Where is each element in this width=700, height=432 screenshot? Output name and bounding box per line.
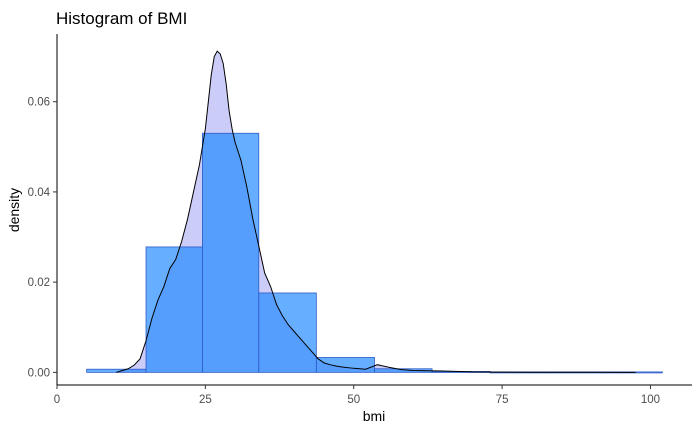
x-tick-label: 75 (496, 394, 509, 406)
y-axis-ticks: 0.00 0.02 0.04 0.06 (28, 97, 57, 379)
y-tick-label: 0.06 (28, 97, 50, 109)
y-tick-label: 0.04 (28, 187, 51, 199)
y-tick-label: 0.02 (28, 277, 50, 289)
chart-title: Histogram of BMI (56, 9, 187, 28)
x-tick-label: 0 (54, 394, 60, 406)
plot-area (86, 50, 663, 374)
x-axis-title: bmi (363, 408, 386, 424)
x-tick-label: 25 (199, 394, 212, 406)
histogram-bars (86, 132, 663, 374)
density-line (116, 50, 636, 373)
y-tick-label: 0.00 (28, 367, 50, 379)
histogram-bar (145, 246, 203, 373)
histogram-bar (258, 292, 317, 373)
x-tick-label: 50 (347, 394, 360, 406)
histogram-bar (201, 132, 260, 373)
y-axis-title: density (6, 188, 22, 232)
histogram-bar (315, 357, 375, 373)
x-tick-label: 100 (641, 394, 660, 406)
x-axis-ticks: 0 25 50 75 100 (54, 385, 660, 406)
